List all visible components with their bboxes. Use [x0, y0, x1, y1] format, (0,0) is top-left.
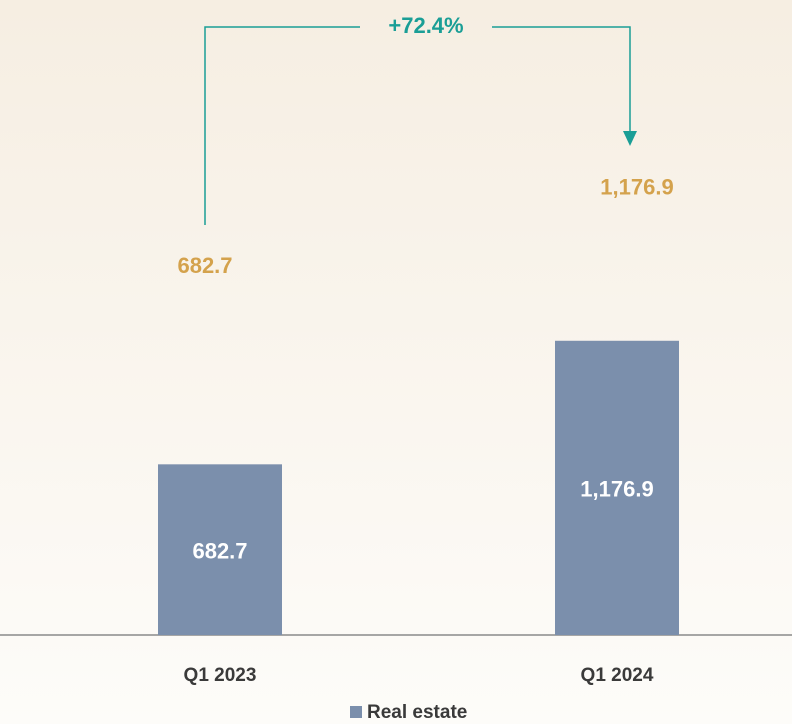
x-tick-label: Q1 2023	[184, 665, 257, 686]
x-tick-label: Q1 2024	[581, 665, 654, 686]
change-label: +72.4%	[388, 13, 463, 38]
bar	[555, 340, 679, 635]
total-label: 1,176.9	[600, 175, 673, 200]
change-arrow	[623, 131, 637, 146]
bar-value-label: 1,176.9	[580, 477, 653, 502]
change-bracket	[204, 26, 360, 225]
bar	[158, 464, 282, 635]
legend-label: Real estate	[367, 702, 467, 723]
change-bracket	[492, 26, 631, 132]
total-label: 682.7	[177, 253, 232, 278]
legend-swatch	[350, 706, 362, 718]
bar-value-label: 682.7	[192, 538, 247, 563]
